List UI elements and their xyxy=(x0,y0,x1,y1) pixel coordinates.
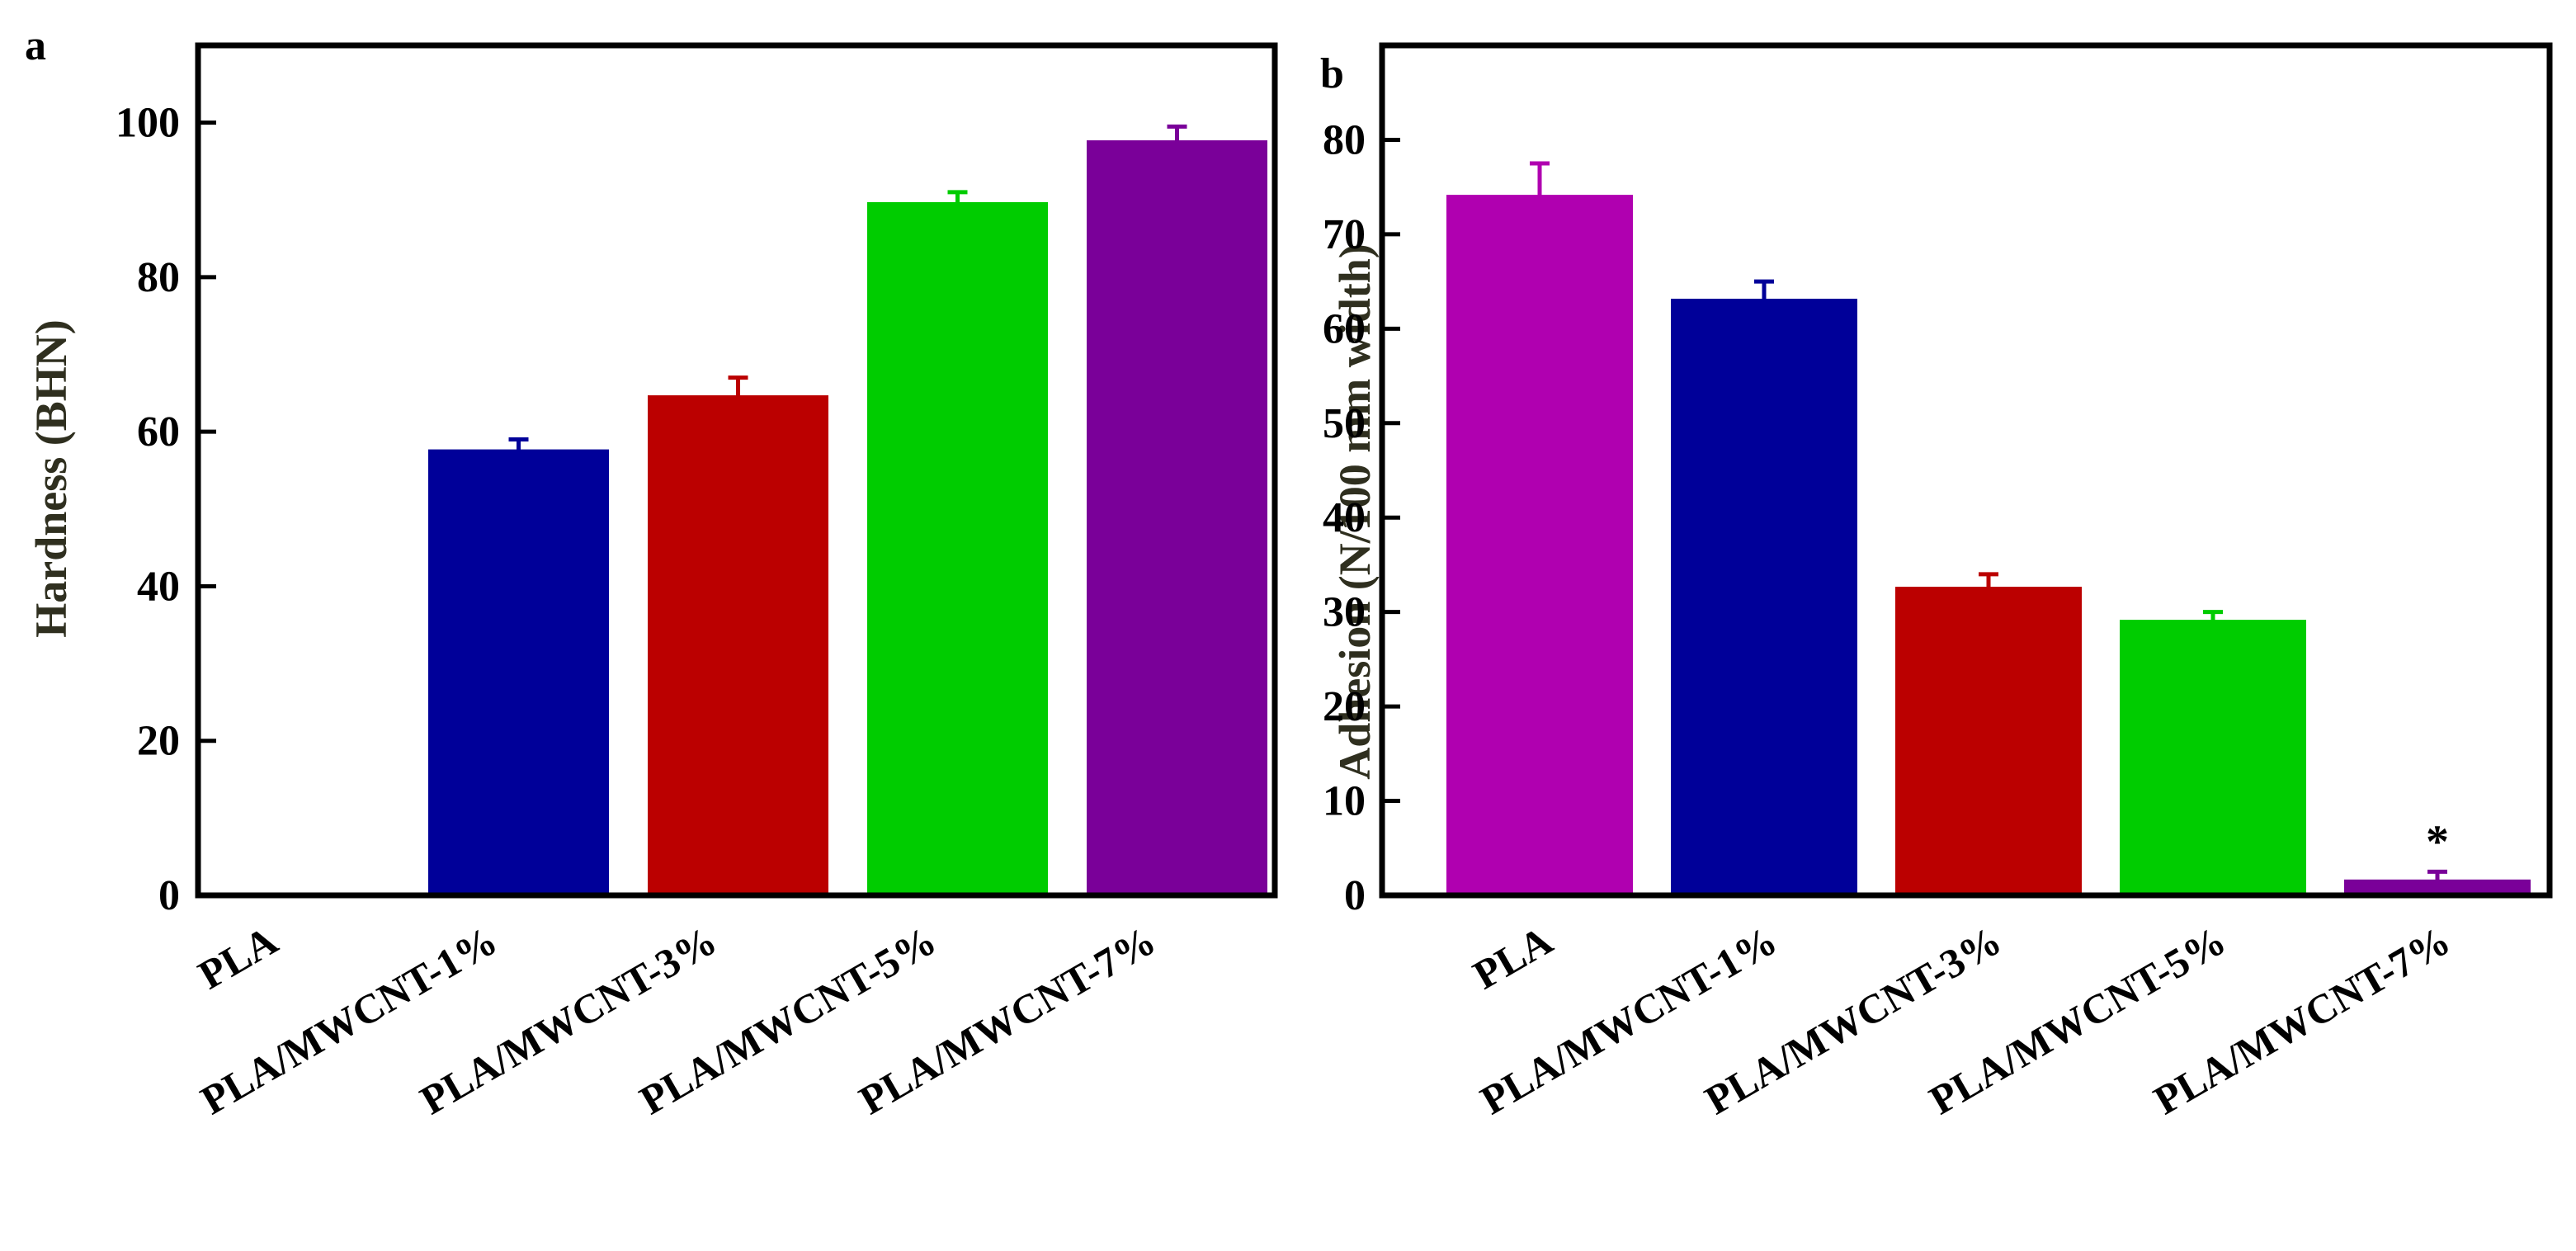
y-tick-label-2: 40 xyxy=(137,563,180,610)
bar-1 xyxy=(428,449,609,897)
y-tick-label-2: 20 xyxy=(1323,683,1366,730)
bar-0 xyxy=(1446,195,1633,898)
bar-3 xyxy=(867,201,1048,898)
y-tick-label-0: 0 xyxy=(1344,872,1366,919)
bar-2 xyxy=(1895,587,2082,897)
category-label-0: PLA xyxy=(191,917,285,998)
y-tick-label-4: 40 xyxy=(1323,494,1366,541)
y-tick-label-8: 80 xyxy=(1323,116,1366,163)
bar-3 xyxy=(2120,620,2306,897)
plot-frame xyxy=(1379,42,2553,899)
panel-b-label: b xyxy=(1320,50,1344,97)
y-tick-label-5: 50 xyxy=(1323,400,1366,447)
panel-b-adhesion-chart: Adhesion (N/100 mm width) * 0 10 20 30 40 50 60 7… xyxy=(1323,42,2553,1123)
bar-4 xyxy=(1087,140,1267,897)
y-axis-label: Adhesion (N/100 mm width) xyxy=(1330,243,1380,780)
y-tick-label-4: 80 xyxy=(137,254,180,301)
y-tick-label-1: 20 xyxy=(137,718,180,765)
y-tick-label-3: 60 xyxy=(137,408,180,456)
y-tick-label-7: 70 xyxy=(1323,211,1366,258)
y-axis-label: Hardness (BHN) xyxy=(26,319,76,638)
panel-a-label: a xyxy=(25,22,46,69)
plot-frame xyxy=(195,42,1278,899)
y-tick-label-0: 0 xyxy=(158,872,180,919)
y-tick-label-5: 100 xyxy=(116,100,180,147)
panel-a-hardness-chart: Hardness (BHN)020406080100PLAPLA/MWCNT-1… xyxy=(26,42,1278,1123)
y-tick-label-3: 30 xyxy=(1323,589,1366,636)
bar-2 xyxy=(648,395,828,897)
category-label-0: PLA xyxy=(1465,917,1560,998)
annotation-4: * xyxy=(2426,816,2449,867)
y-tick-label-6: 60 xyxy=(1323,305,1366,352)
y-tick-label-1: 10 xyxy=(1323,778,1366,825)
bar-1 xyxy=(1671,299,1857,897)
